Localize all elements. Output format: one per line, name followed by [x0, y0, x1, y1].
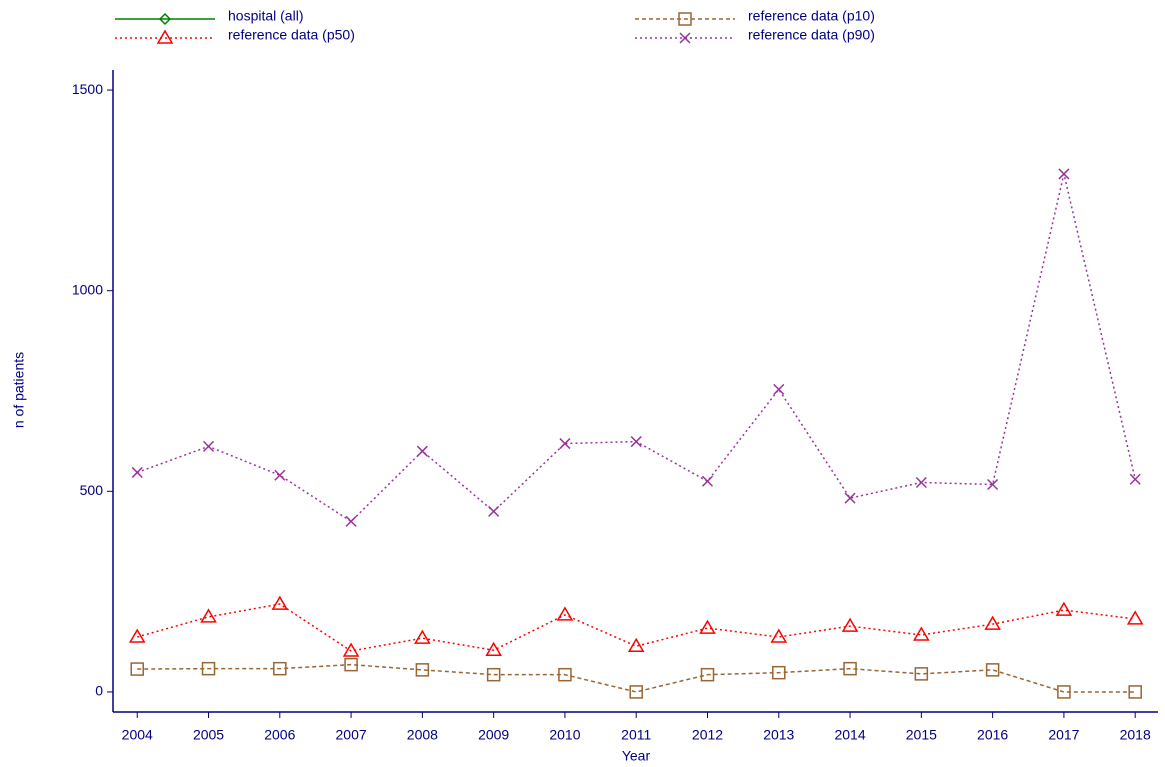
marker	[770, 628, 788, 643]
series-line	[137, 603, 1136, 652]
marker	[630, 436, 642, 448]
x-tick-label: 2006	[264, 727, 295, 743]
marker	[1055, 601, 1073, 616]
marker	[131, 466, 143, 478]
legend-label: reference data (p10)	[748, 8, 875, 24]
y-tick-label: 500	[80, 482, 104, 498]
series-line	[137, 663, 1136, 693]
marker	[416, 445, 428, 457]
marker	[488, 505, 500, 517]
marker	[700, 667, 715, 682]
x-tick-label: 2009	[478, 727, 509, 743]
marker	[202, 440, 215, 452]
legend-label: reference data (p50)	[228, 27, 355, 43]
marker	[699, 619, 716, 634]
marker	[1128, 685, 1142, 699]
marker	[156, 29, 174, 44]
marker	[271, 595, 289, 610]
x-tick-label: 2004	[122, 727, 153, 743]
marker	[773, 383, 785, 395]
marker	[629, 685, 643, 699]
marker	[415, 663, 430, 677]
marker	[559, 438, 571, 450]
marker	[678, 12, 692, 26]
marker	[128, 628, 146, 643]
x-tick-label: 2007	[336, 727, 367, 743]
x-tick-label: 2011	[621, 727, 651, 743]
marker	[130, 662, 144, 676]
marker	[701, 475, 714, 487]
x-tick-label: 2005	[193, 727, 224, 743]
marker	[1057, 685, 1071, 699]
marker	[201, 661, 216, 676]
legend-label: reference data (p90)	[748, 27, 875, 43]
marker	[914, 667, 929, 681]
x-tick-label: 2015	[906, 727, 937, 743]
x-tick-label: 2016	[977, 727, 1008, 743]
x-tick-label: 2018	[1120, 727, 1151, 743]
marker	[273, 661, 287, 676]
y-tick-label: 1000	[72, 281, 103, 297]
marker	[679, 32, 691, 44]
marker	[274, 469, 286, 481]
x-tick-label: 2010	[549, 727, 580, 743]
x-axis-label: Year	[622, 748, 651, 764]
legend-label: hospital (all)	[228, 8, 303, 24]
y-axis-label: n of patients	[11, 352, 27, 428]
marker	[984, 615, 1001, 630]
marker	[1126, 610, 1144, 625]
marker	[200, 608, 217, 623]
marker	[985, 663, 1000, 677]
series-line	[136, 173, 1136, 523]
marker	[913, 626, 930, 641]
x-tick-label: 2017	[1048, 727, 1079, 743]
y-tick-label: 0	[95, 683, 103, 699]
marker	[844, 492, 856, 504]
marker	[558, 667, 572, 682]
marker	[772, 665, 786, 680]
x-tick-label: 2008	[407, 727, 438, 743]
marker	[485, 641, 502, 656]
y-tick-label: 1500	[72, 81, 103, 97]
legend: hospital (all) reference data (p10) refere…	[115, 8, 875, 44]
x-tick-label: 2012	[692, 727, 723, 743]
marker	[841, 617, 859, 632]
marker	[987, 478, 999, 491]
marker	[345, 515, 357, 527]
marker	[843, 661, 857, 676]
marker	[556, 606, 574, 621]
marker	[1129, 473, 1141, 485]
marker	[627, 637, 645, 652]
marker	[414, 629, 431, 644]
marker	[1058, 168, 1070, 180]
x-tick-label: 2014	[834, 727, 865, 743]
x-tick-label: 2013	[763, 727, 794, 743]
marker	[344, 657, 358, 672]
marker	[342, 642, 360, 657]
marker	[486, 667, 501, 682]
marker	[915, 476, 927, 489]
marker	[158, 12, 172, 26]
